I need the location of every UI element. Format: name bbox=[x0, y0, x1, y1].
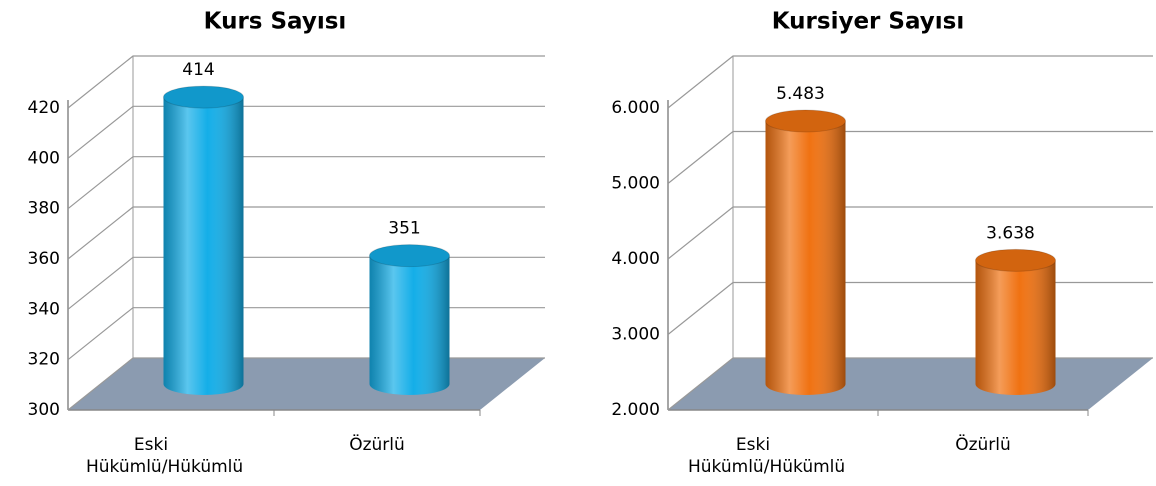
bar bbox=[369, 244, 450, 395]
bar-body-shade bbox=[765, 121, 846, 384]
bar-body-shade bbox=[163, 97, 244, 384]
bar-top-shade bbox=[163, 86, 244, 109]
bar bbox=[765, 109, 846, 395]
grid-line bbox=[667, 130, 1153, 184]
y-tick-label: 6.000 bbox=[611, 98, 660, 118]
bar-top-shade bbox=[765, 110, 846, 133]
grid-line bbox=[667, 281, 1153, 335]
x-tick-label: Özürlü bbox=[349, 435, 405, 455]
y-tick-label: 340 bbox=[28, 299, 60, 319]
value-label: 3.638 bbox=[986, 223, 1035, 243]
y-tick-label: 320 bbox=[28, 350, 60, 370]
value-label: 414 bbox=[182, 60, 214, 80]
bar-top bbox=[975, 248, 1056, 272]
chart-title: Kursiyer Sayısı bbox=[772, 9, 964, 35]
grid-line bbox=[67, 55, 545, 109]
y-tick-label: 5.000 bbox=[611, 174, 660, 194]
value-label: 5.483 bbox=[776, 84, 825, 104]
y-tick-label: 3.000 bbox=[611, 325, 660, 345]
bar bbox=[975, 248, 1056, 395]
x-tick-label: Eski Hükümlü/Hükümlü bbox=[86, 435, 244, 477]
bar-top-shade bbox=[369, 244, 450, 267]
y-tick-label: 380 bbox=[28, 199, 60, 219]
x-tick-label: Eski Hükümlü/Hükümlü bbox=[688, 435, 846, 477]
floor bbox=[68, 358, 545, 410]
bar-top-shade bbox=[975, 249, 1056, 272]
bar bbox=[163, 85, 244, 395]
y-tick-label: 300 bbox=[28, 400, 60, 420]
grid-line bbox=[667, 55, 1153, 109]
grid-line bbox=[667, 206, 1153, 260]
chart-title: Kurs Sayısı bbox=[204, 9, 347, 35]
y-tick-label: 4.000 bbox=[611, 249, 660, 269]
grid-line bbox=[67, 206, 545, 260]
bar-top bbox=[369, 244, 450, 268]
grid-line bbox=[67, 307, 545, 361]
bar-body-shade bbox=[369, 255, 450, 384]
bar-top bbox=[163, 85, 244, 109]
grid-line bbox=[67, 156, 545, 210]
grid-line bbox=[67, 256, 545, 310]
x-tick-label: Özürlü bbox=[955, 435, 1011, 455]
y-tick-label: 400 bbox=[28, 148, 60, 168]
y-tick-label: 2.000 bbox=[611, 400, 660, 420]
value-label: 351 bbox=[388, 219, 420, 239]
floor bbox=[668, 358, 1153, 410]
grid-line bbox=[67, 105, 545, 159]
bar-top bbox=[765, 109, 846, 133]
bar-body-shade bbox=[975, 260, 1056, 384]
y-tick-label: 420 bbox=[28, 98, 60, 118]
y-tick-label: 360 bbox=[28, 249, 60, 269]
